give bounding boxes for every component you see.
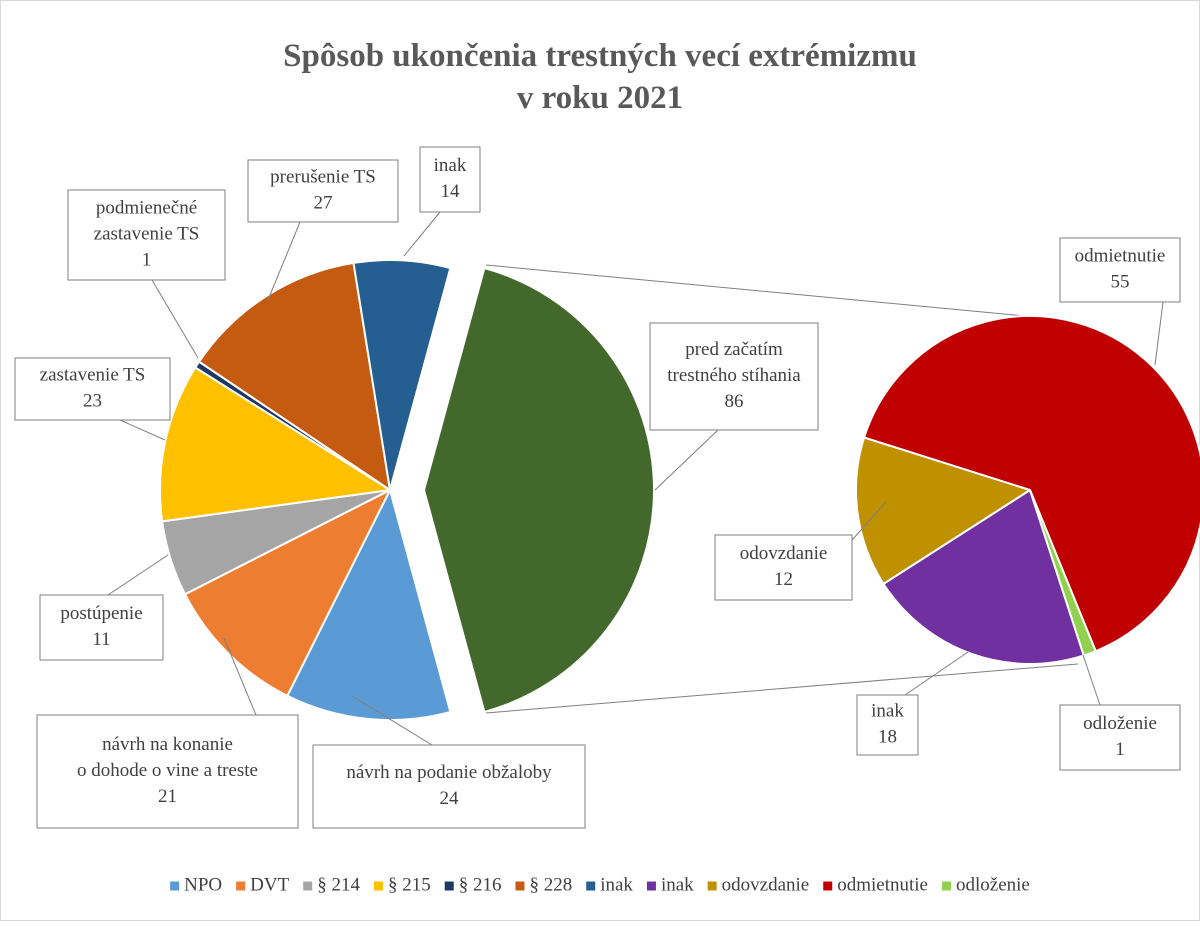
leader-line bbox=[1082, 654, 1101, 706]
data-label: 23 bbox=[83, 390, 102, 411]
label-box bbox=[1059, 704, 1181, 771]
data-label: inak bbox=[871, 700, 904, 721]
data-label: návrh na konanie bbox=[102, 734, 233, 755]
data-label: 11 bbox=[92, 629, 110, 650]
legend-label: inak bbox=[600, 874, 633, 895]
data-label: pred začatím bbox=[685, 339, 783, 360]
leader-line bbox=[851, 501, 887, 541]
data-label: návrh na podanie obžaloby bbox=[346, 762, 552, 783]
pie-slice bbox=[882, 488, 1086, 665]
chart-title: Spôsob ukončenia trestných vecí extrémiz… bbox=[283, 38, 917, 74]
label-box bbox=[1059, 237, 1181, 303]
legend-label: § 216 bbox=[459, 874, 502, 895]
legend-swatch bbox=[303, 881, 313, 891]
data-label: 27 bbox=[314, 192, 333, 213]
pie-slice bbox=[1029, 489, 1098, 657]
label-box bbox=[14, 357, 171, 421]
pie-slice bbox=[159, 366, 393, 523]
legend-swatch bbox=[444, 881, 454, 891]
pie-slice bbox=[862, 315, 1200, 653]
data-label: 18 bbox=[878, 726, 897, 747]
data-label: 1 bbox=[142, 249, 152, 270]
pie-slice bbox=[183, 487, 393, 698]
legend-label: § 214 bbox=[317, 874, 360, 895]
leader-line bbox=[351, 695, 433, 746]
legend-swatch bbox=[373, 881, 383, 891]
data-label: 12 bbox=[774, 569, 793, 590]
label-box bbox=[419, 146, 481, 213]
legend-swatch bbox=[707, 881, 717, 891]
label-box bbox=[649, 322, 819, 431]
legend-swatch bbox=[515, 881, 525, 891]
data-label: odovzdanie bbox=[740, 543, 828, 564]
legend-label: inak bbox=[661, 874, 694, 895]
pie-slice bbox=[197, 261, 392, 493]
label-box bbox=[312, 744, 586, 829]
legend-label: DVT bbox=[250, 874, 289, 895]
connector-line bbox=[485, 663, 1079, 714]
slices bbox=[159, 259, 1200, 721]
label-box bbox=[714, 534, 853, 601]
legend-swatch bbox=[646, 881, 656, 891]
leader-line bbox=[223, 637, 257, 716]
data-label: inak bbox=[434, 155, 467, 176]
data-label: 24 bbox=[440, 788, 460, 809]
label-box bbox=[247, 159, 399, 223]
pie-slice bbox=[855, 436, 1033, 586]
data-label: odloženie bbox=[1083, 713, 1157, 734]
data-label: 86 bbox=[725, 391, 744, 412]
legend-swatch bbox=[170, 881, 180, 891]
legend-swatch bbox=[823, 881, 833, 891]
legend: NPO DVT § 214 § 215 § 216 § 228 inak inak odovzd… bbox=[170, 874, 1030, 895]
leader-line bbox=[654, 429, 719, 491]
legend-label: § 228 bbox=[529, 874, 572, 895]
data-label: odmietnutie bbox=[1075, 245, 1166, 266]
data-label: 21 bbox=[158, 786, 177, 807]
data-label: zastavenie TS bbox=[94, 223, 200, 244]
legend-swatch bbox=[236, 881, 246, 891]
leader-line bbox=[904, 651, 969, 696]
data-label: trestného stíhania bbox=[667, 365, 801, 386]
leader-line bbox=[1154, 301, 1164, 366]
legend-label: NPO bbox=[184, 874, 222, 895]
label-box bbox=[36, 714, 299, 829]
data-label: 14 bbox=[441, 181, 461, 202]
data-label: 55 bbox=[1111, 271, 1130, 292]
legend-swatch bbox=[942, 881, 951, 891]
data-label: podmienečné bbox=[96, 197, 197, 218]
data-label: postúpenie bbox=[60, 603, 142, 624]
legend-label: odloženie bbox=[956, 874, 1030, 895]
legend-label: odmietnutie bbox=[837, 874, 928, 895]
leader-line bbox=[107, 554, 169, 596]
pie-slice bbox=[352, 259, 452, 491]
data-label: o dohode o vine a treste bbox=[77, 760, 258, 781]
pie-slice bbox=[285, 487, 452, 721]
leader-line bbox=[403, 211, 441, 257]
connector-line bbox=[485, 264, 1026, 317]
data-label: prerušenie TS bbox=[270, 166, 376, 187]
leader-line bbox=[267, 221, 301, 301]
data-label: 1 bbox=[1115, 739, 1125, 760]
leader-line bbox=[151, 279, 199, 359]
pie-slice bbox=[422, 266, 655, 714]
label-box bbox=[39, 594, 164, 661]
leader-line bbox=[119, 419, 166, 441]
label-box bbox=[67, 189, 226, 281]
chart-title: v roku 2021 bbox=[517, 80, 683, 116]
legend-swatch bbox=[586, 881, 596, 891]
legend-label: odovzdanie bbox=[722, 874, 810, 895]
data-label: zastavenie TS bbox=[40, 364, 146, 385]
legend-label: § 215 bbox=[388, 874, 431, 895]
label-box bbox=[856, 694, 919, 756]
